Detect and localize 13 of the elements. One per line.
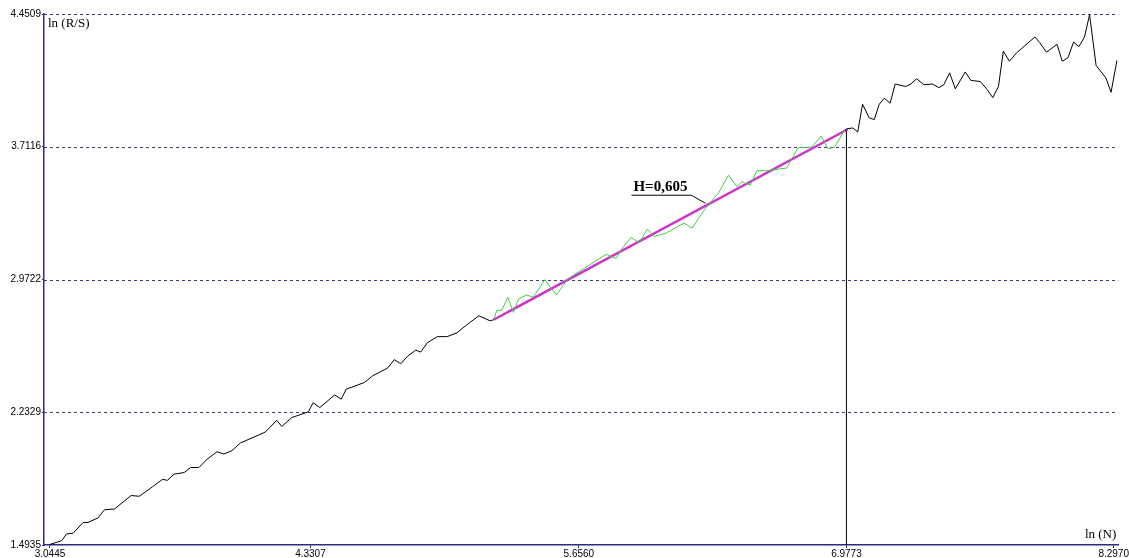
annotation: H=0,605 (633, 178, 688, 195)
x-tick-label: 8.2970 (1098, 547, 1129, 558)
x-axis-title: ln (N) (1084, 525, 1117, 541)
x-tick-label: 6.9773 (831, 547, 863, 558)
y-tick-label: 3.7116 (11, 140, 42, 152)
y-axis-title: ln (R/S) (48, 14, 90, 30)
x-tick-label: 5.6560 (563, 547, 595, 558)
x-tick-label: 3.0445 (34, 547, 66, 558)
y-tick-label: 2.2329 (10, 405, 42, 417)
y-tick-label: 4.4509 (10, 7, 42, 19)
y-tick-label: 1.4935 (10, 538, 42, 550)
y-tick-label: 2.9722 (10, 273, 42, 285)
x-tick-label: 4.3307 (295, 547, 327, 558)
